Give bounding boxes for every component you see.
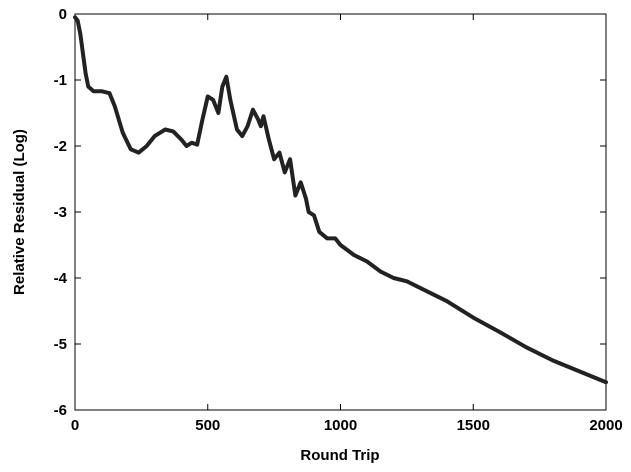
x-tick-label: 2000: [589, 417, 622, 434]
x-tick-label: 0: [71, 417, 79, 434]
y-tick-label: -5: [54, 336, 67, 353]
y-tick-label: 0: [59, 6, 67, 23]
x-axis-label: Round Trip: [300, 447, 379, 464]
x-tick-label: 500: [195, 417, 220, 434]
y-tick-label: -1: [54, 72, 67, 89]
data-line: [73, 15, 608, 385]
x-tick-label: 1000: [324, 417, 357, 434]
x-tick-label: 1500: [457, 417, 490, 434]
y-tick-label: -6: [54, 402, 67, 419]
y-tick-label: -3: [54, 204, 67, 221]
y-axis-label: Relative Residual (Log): [11, 129, 28, 295]
y-tick-label: -2: [54, 138, 67, 155]
plot-frame: [74, 13, 607, 411]
y-tick-label: -4: [54, 270, 68, 287]
